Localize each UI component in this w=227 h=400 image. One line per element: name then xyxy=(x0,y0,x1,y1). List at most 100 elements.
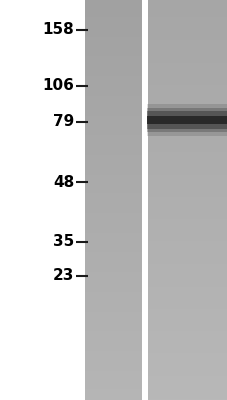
Bar xyxy=(146,99,227,100)
Bar xyxy=(85,17,142,19)
Bar xyxy=(146,233,227,235)
Bar xyxy=(85,231,142,232)
Bar xyxy=(85,47,142,48)
Bar xyxy=(85,9,142,11)
Bar xyxy=(85,191,142,192)
Bar xyxy=(85,12,142,13)
Bar xyxy=(85,245,142,247)
Bar xyxy=(146,76,227,77)
Bar xyxy=(85,29,142,31)
Bar xyxy=(85,368,142,369)
Bar xyxy=(146,213,227,215)
Bar xyxy=(85,239,142,240)
Bar xyxy=(146,261,227,263)
Bar xyxy=(146,340,227,341)
Bar xyxy=(85,117,142,119)
Bar xyxy=(146,77,227,79)
Bar xyxy=(146,311,227,312)
Bar xyxy=(85,372,142,373)
Bar xyxy=(146,84,227,85)
Bar xyxy=(146,185,227,187)
Bar xyxy=(146,93,227,95)
Bar xyxy=(146,159,227,160)
Bar xyxy=(146,168,227,169)
Bar xyxy=(85,103,142,104)
Bar xyxy=(146,203,227,204)
Bar xyxy=(85,80,142,81)
Bar xyxy=(85,141,142,143)
Bar xyxy=(146,204,227,205)
Bar xyxy=(85,240,142,241)
Bar xyxy=(85,73,142,75)
Bar xyxy=(146,387,227,388)
Bar xyxy=(85,277,142,279)
Bar xyxy=(146,131,227,132)
Bar xyxy=(85,228,142,229)
Bar xyxy=(146,155,227,156)
Bar xyxy=(85,97,142,99)
Bar xyxy=(85,313,142,315)
Bar xyxy=(146,368,227,369)
Bar xyxy=(146,96,227,97)
Bar xyxy=(85,252,142,253)
Bar xyxy=(146,313,227,315)
Bar xyxy=(85,151,142,152)
Bar xyxy=(85,169,142,171)
Bar xyxy=(146,231,227,232)
Bar xyxy=(146,64,227,65)
Bar xyxy=(85,4,142,5)
Bar xyxy=(85,0,142,1)
Bar xyxy=(85,271,142,272)
Bar xyxy=(85,235,142,236)
Bar xyxy=(146,391,227,392)
Bar xyxy=(146,235,227,236)
Bar xyxy=(85,43,142,44)
Bar xyxy=(146,297,227,299)
Bar xyxy=(146,72,227,73)
Bar xyxy=(146,56,227,57)
Bar xyxy=(146,275,227,276)
Bar xyxy=(85,373,142,375)
Bar xyxy=(146,39,227,40)
Bar xyxy=(146,239,227,240)
Bar xyxy=(146,248,227,249)
Bar xyxy=(146,352,227,353)
Bar xyxy=(85,113,142,115)
Bar xyxy=(146,305,227,307)
Bar xyxy=(85,365,142,367)
Bar xyxy=(85,127,142,128)
Bar xyxy=(146,243,227,244)
Bar xyxy=(146,256,227,257)
Bar xyxy=(146,167,227,168)
Bar xyxy=(146,21,227,23)
Bar xyxy=(146,281,227,283)
Bar xyxy=(146,48,227,49)
Bar xyxy=(85,69,142,71)
Bar xyxy=(146,376,227,377)
Bar xyxy=(85,267,142,268)
Bar xyxy=(85,171,142,172)
Bar xyxy=(85,215,142,216)
Bar xyxy=(146,201,227,203)
Bar xyxy=(146,212,227,213)
Bar xyxy=(85,57,142,59)
Bar xyxy=(146,192,227,193)
Bar xyxy=(85,359,142,360)
Bar xyxy=(146,55,227,56)
Bar xyxy=(146,240,227,241)
Bar xyxy=(146,1,227,3)
Bar xyxy=(85,269,142,271)
Bar xyxy=(85,56,142,57)
Bar xyxy=(146,28,227,29)
Bar xyxy=(146,381,227,383)
Bar xyxy=(85,341,142,343)
Bar xyxy=(146,3,227,4)
Bar xyxy=(146,309,227,311)
Bar xyxy=(85,219,142,220)
Bar xyxy=(146,0,227,1)
Bar xyxy=(85,227,142,228)
Bar xyxy=(146,152,227,153)
Bar xyxy=(85,343,142,344)
Bar xyxy=(146,164,227,165)
Bar xyxy=(146,41,227,43)
